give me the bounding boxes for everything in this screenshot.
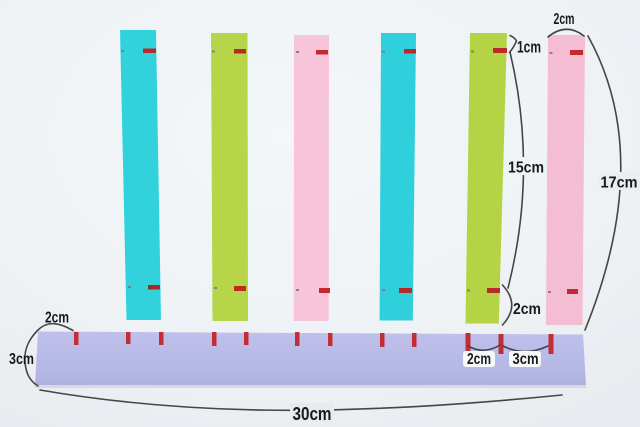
svg-text:2cm: 2cm	[554, 11, 575, 28]
svg-text:2cm: 2cm	[45, 310, 69, 327]
svg-text:2cm: 2cm	[513, 301, 541, 318]
svg-text:15cm: 15cm	[508, 160, 544, 177]
svg-text:3cm: 3cm	[513, 351, 539, 368]
svg-text:3cm: 3cm	[9, 351, 34, 368]
svg-text:30cm: 30cm	[293, 404, 332, 424]
svg-text:17cm: 17cm	[601, 175, 638, 192]
svg-text:2cm: 2cm	[467, 351, 491, 368]
svg-text:1cm: 1cm	[517, 38, 541, 57]
